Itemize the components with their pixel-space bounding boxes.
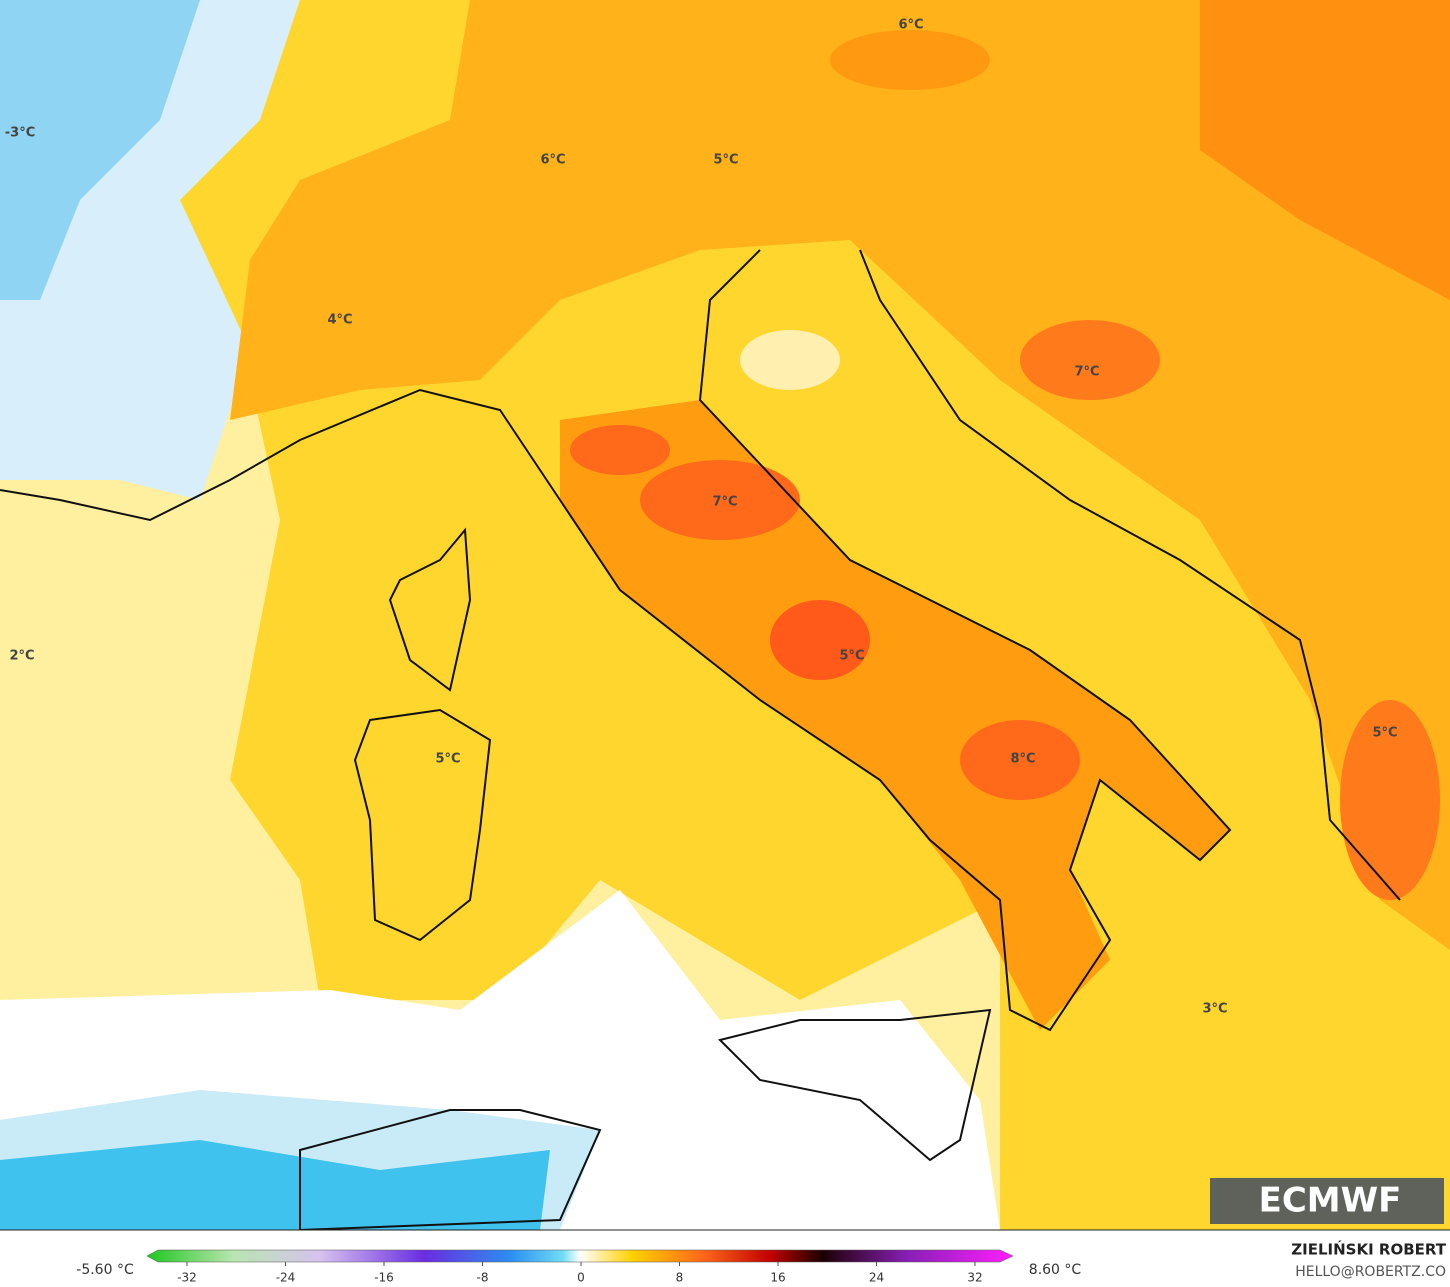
- email: HELLO@ROBERTZ.CO: [1295, 1264, 1446, 1280]
- colorbar-tick-label: 16: [770, 1271, 785, 1285]
- colorbar-tick-label: 8: [676, 1271, 684, 1285]
- temperature-label: 5°C: [435, 752, 460, 767]
- colorbar-tick-label: 24: [869, 1271, 884, 1285]
- colorbar-tick-label: -16: [374, 1271, 394, 1285]
- logo: ECMWF: [1259, 1181, 1402, 1221]
- temperature-label: 7°C: [1074, 365, 1099, 380]
- temperature-label: 4°C: [327, 313, 352, 328]
- temperature-label: 6°C: [898, 18, 923, 33]
- temperature-label: 2°C: [9, 649, 34, 664]
- author: ZIELIŃSKI ROBERT: [1291, 1240, 1446, 1259]
- colorbar-tick-label: 32: [967, 1271, 982, 1285]
- temperature-label: 6°C: [540, 153, 565, 168]
- colorbar-tick-label: -32: [177, 1271, 197, 1285]
- colorbar-min: -5.60 °C: [76, 1262, 134, 1278]
- temperature-label: 5°C: [839, 649, 864, 664]
- temperature-label: 7°C: [712, 495, 737, 510]
- temperature-label: 5°C: [713, 153, 738, 168]
- temperature-label: 5°C: [1372, 726, 1397, 741]
- colorbar-tick-label: -24: [276, 1271, 296, 1285]
- colorbar-tick-label: 0: [577, 1271, 585, 1285]
- colorbar-max: 8.60 °C: [1029, 1262, 1082, 1278]
- colorbar-tick-label: -8: [477, 1271, 489, 1285]
- temperature-label: 8°C: [1010, 752, 1035, 767]
- temperature-label: -3°C: [5, 126, 35, 141]
- temperature-label: 3°C: [1202, 1002, 1227, 1017]
